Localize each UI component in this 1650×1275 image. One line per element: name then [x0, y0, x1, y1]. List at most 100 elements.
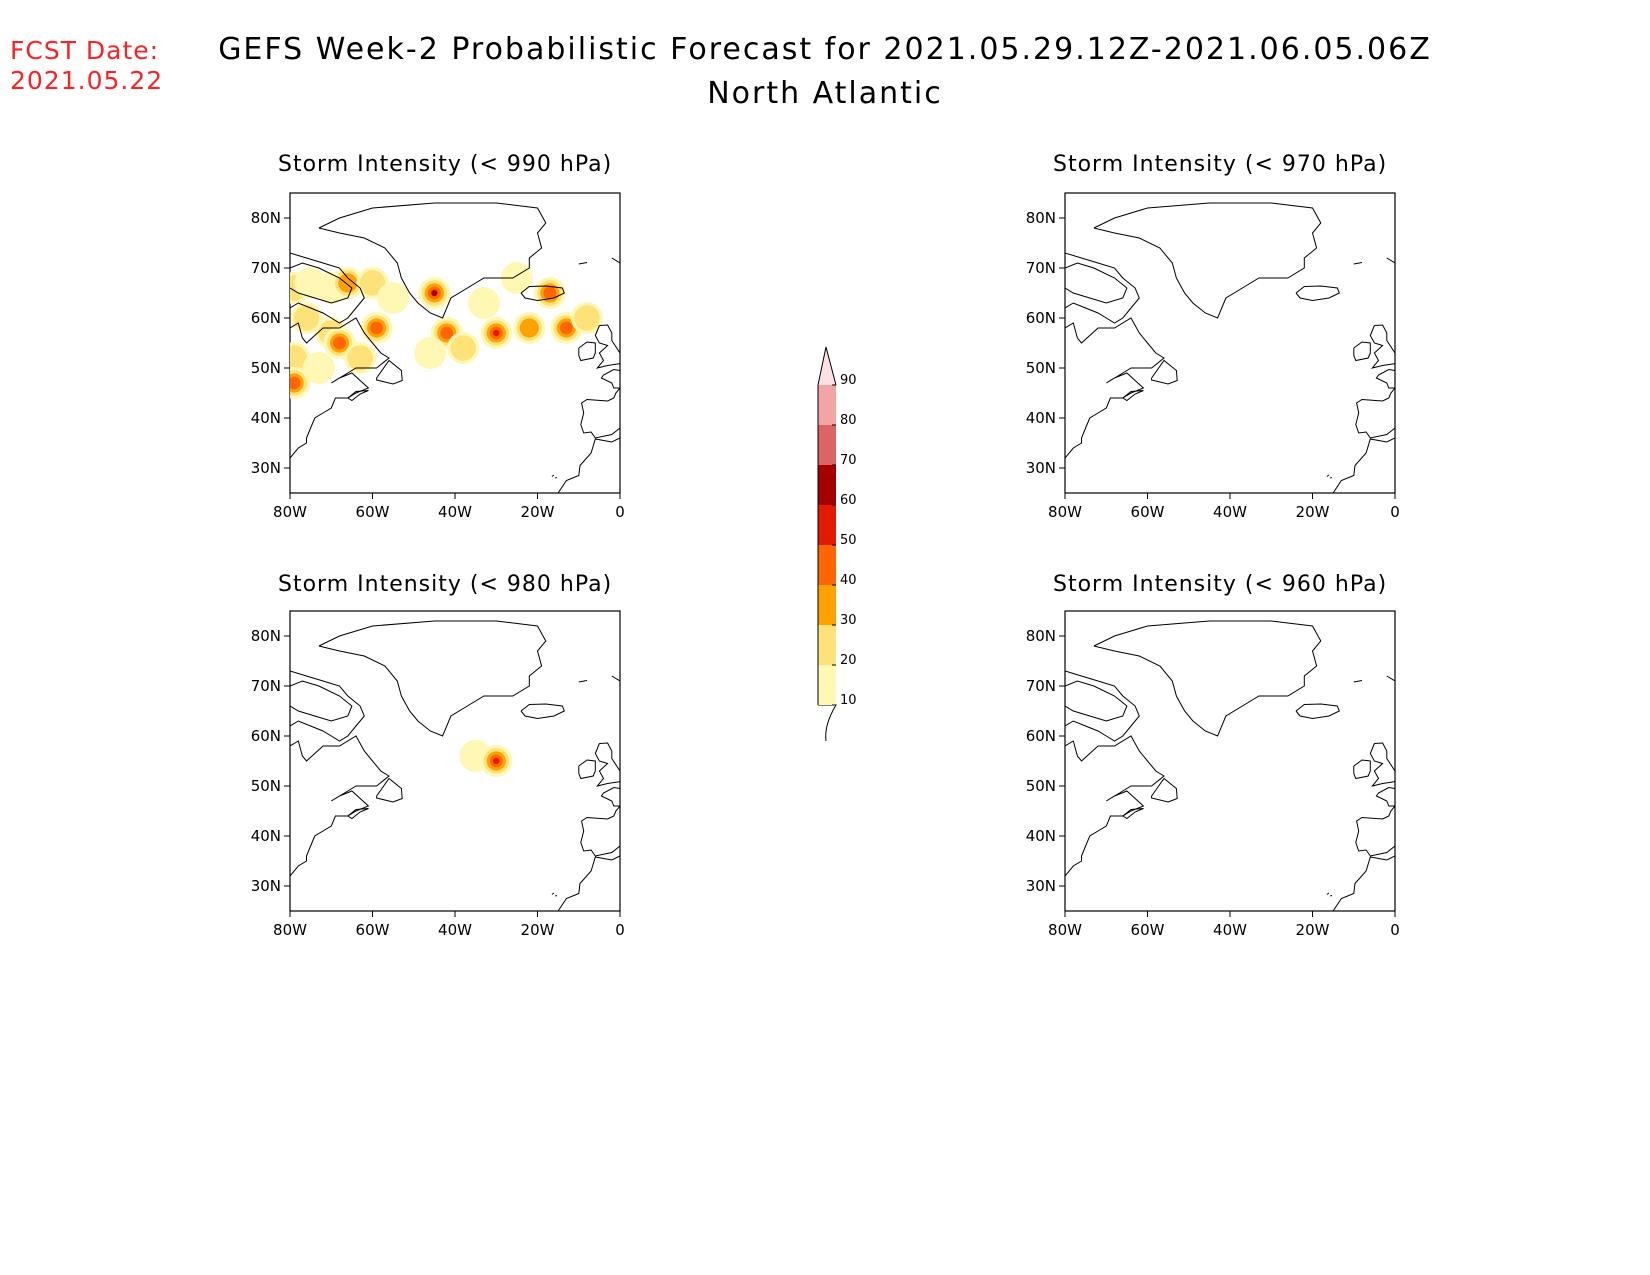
lat-label: 70N: [251, 677, 281, 695]
coastline: [1065, 680, 1128, 722]
colorbar-tip-outline: [817, 346, 837, 386]
coastline: [1332, 855, 1395, 911]
colorbar-label: 70: [840, 453, 857, 468]
coastline: [1122, 390, 1144, 402]
lon-label: 0: [1390, 921, 1400, 939]
coastline: [580, 805, 620, 857]
lat-label: 60N: [251, 309, 281, 327]
coastline: [555, 895, 558, 897]
coastline: [520, 703, 565, 720]
map-frame: [1064, 192, 1396, 494]
coastline: [551, 892, 555, 895]
coastline: [1332, 437, 1395, 493]
page-subtitle: North Atlantic: [707, 76, 943, 111]
probability-core: [333, 336, 346, 350]
coastline: [290, 735, 390, 877]
lat-label: 70N: [251, 259, 281, 277]
lat-label: 30N: [1026, 459, 1056, 477]
coastline: [1065, 262, 1128, 304]
lat-label: 40N: [251, 827, 281, 845]
lon-label: 0: [615, 921, 625, 939]
probability-core: [290, 376, 301, 390]
coastline: [611, 257, 620, 264]
coastline: [557, 437, 620, 493]
probability-core: [431, 290, 438, 296]
coastline: [1093, 202, 1322, 319]
coastline: [290, 670, 365, 742]
coastline: [1355, 805, 1395, 857]
colorbar-segment: [818, 385, 836, 425]
coastline: [1330, 895, 1333, 897]
coastline: [1353, 262, 1363, 265]
lon-label: 40W: [438, 921, 472, 939]
map-panel-960: 80N 70N 60N 50N 40N 30N 80W 60W 40W 20W 0: [1026, 610, 1400, 939]
colorbar-label: 20: [840, 653, 857, 668]
map-frame: [1064, 610, 1396, 912]
coastline: [1330, 477, 1333, 479]
coastline: [1386, 257, 1395, 264]
coastline: [1355, 387, 1395, 439]
colorbar-label: 80: [840, 413, 857, 428]
probability-core: [519, 318, 539, 338]
coastline: [1369, 324, 1395, 369]
map-panel-970: 80N 70N 60N 50N 40N 30N 80W 60W 40W 20W 0: [1026, 192, 1400, 521]
colorbar-label: 10: [840, 693, 857, 708]
lon-label: 20W: [1296, 503, 1330, 521]
coastline: [594, 324, 620, 369]
colorbar-segment: [818, 505, 836, 545]
map-panel-980: 80N 70N 60N 50N 40N 30N 80W 60W 40W 20W 0: [251, 610, 625, 939]
coastline: [347, 390, 369, 402]
map-panel-990: 80N 70N 60N 50N 40N 30N 80W 60W 40W 20W 0: [251, 192, 625, 521]
lon-label: 20W: [1296, 921, 1330, 939]
forecast-date-label: FCST Date:: [10, 36, 160, 65]
coastline: [600, 786, 620, 807]
lat-label: 80N: [1026, 209, 1056, 227]
lat-label: 80N: [1026, 627, 1056, 645]
coastline: [1065, 252, 1140, 324]
colorbar-segment: [818, 545, 836, 585]
lon-label: 0: [1390, 503, 1400, 521]
coastline: [1065, 317, 1165, 459]
coastline: [557, 855, 620, 911]
coastline: [1326, 892, 1330, 895]
probability-core: [338, 273, 358, 293]
probability-core: [574, 305, 600, 331]
coastline: [1295, 703, 1340, 720]
lon-label: 20W: [521, 921, 555, 939]
coastline: [1369, 742, 1395, 787]
lon-label: 20W: [521, 503, 555, 521]
lon-label: 60W: [356, 503, 390, 521]
lat-label: 40N: [1026, 827, 1056, 845]
lat-label: 60N: [251, 727, 281, 745]
colorbar-label: 60: [840, 493, 857, 508]
coastline: [611, 675, 620, 682]
coastline: [1326, 474, 1330, 477]
colorbar-label: 90: [840, 373, 857, 388]
probability-core: [559, 321, 573, 335]
coastline: [594, 742, 620, 787]
colorbar-label: 50: [840, 533, 857, 548]
lat-label: 40N: [1026, 409, 1056, 427]
probability-area: [302, 352, 335, 384]
map-frame: [289, 610, 621, 912]
forecast-date-value: 2021.05.22: [10, 66, 164, 95]
lon-label: 40W: [1213, 921, 1247, 939]
lat-label: 50N: [1026, 777, 1056, 795]
probability-core: [450, 335, 477, 361]
coastline: [290, 680, 353, 722]
lon-label: 40W: [438, 503, 472, 521]
coastline: [578, 759, 596, 780]
probability-core: [359, 270, 386, 296]
lat-label: 50N: [251, 777, 281, 795]
coastline: [578, 341, 596, 362]
lon-label: 80W: [1048, 921, 1082, 939]
lat-label: 30N: [1026, 877, 1056, 895]
probability-core: [290, 345, 307, 371]
lon-label: 80W: [273, 503, 307, 521]
lat-label: 80N: [251, 627, 281, 645]
page-title: GEFS Week-2 Probabilistic Forecast for 2…: [218, 32, 1432, 67]
coastline: [1093, 620, 1322, 737]
coastline: [578, 262, 588, 265]
colorbar-label: 30: [840, 613, 857, 628]
lat-label: 30N: [251, 877, 281, 895]
